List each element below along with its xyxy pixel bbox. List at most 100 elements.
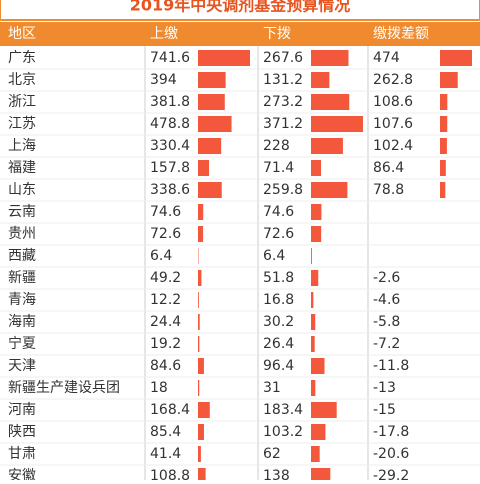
cell-value: 62 bbox=[263, 446, 281, 462]
column-header: 上缴 bbox=[150, 26, 178, 42]
region: 山东 bbox=[8, 182, 36, 198]
data-bar bbox=[198, 182, 222, 198]
cell-value: -2.6 bbox=[373, 270, 400, 286]
region: 甘肃 bbox=[8, 446, 36, 462]
data-bar bbox=[311, 182, 347, 198]
cell-value: 86.4 bbox=[373, 160, 404, 176]
cell-value: 183.4 bbox=[263, 402, 303, 418]
data-bar bbox=[311, 248, 312, 264]
region: 河南 bbox=[8, 402, 36, 418]
cell-value: 71.4 bbox=[263, 160, 294, 176]
cell-value: 741.6 bbox=[150, 50, 190, 66]
cell-value: 371.2 bbox=[263, 116, 303, 132]
data-bar bbox=[440, 72, 458, 88]
cell-value: 26.4 bbox=[263, 336, 294, 352]
cell-value: 273.2 bbox=[263, 94, 303, 110]
data-bar bbox=[440, 116, 447, 132]
data-bar bbox=[311, 358, 325, 374]
cell-value: 12.2 bbox=[150, 292, 181, 308]
cell-value: 394 bbox=[150, 72, 177, 88]
data-bar bbox=[311, 314, 315, 330]
data-bar bbox=[440, 138, 447, 154]
cell-value: 338.6 bbox=[150, 182, 190, 198]
data-bar bbox=[440, 94, 447, 110]
data-bar bbox=[198, 204, 203, 220]
cell-value: 157.8 bbox=[150, 160, 190, 176]
cell-value: -20.6 bbox=[373, 446, 409, 462]
cell-value: 41.4 bbox=[150, 446, 181, 462]
title: 2019年中央调剂基金预算情况 bbox=[130, 0, 351, 15]
cell-value: 19.2 bbox=[150, 336, 181, 352]
data-bar bbox=[311, 72, 329, 88]
cell-value: 74.6 bbox=[150, 204, 181, 220]
cell-value: 24.4 bbox=[150, 314, 181, 330]
data-bar bbox=[440, 182, 445, 198]
region: 广东 bbox=[8, 50, 36, 66]
data-bar bbox=[311, 468, 330, 480]
data-bar bbox=[198, 292, 199, 308]
region: 海南 bbox=[8, 314, 36, 330]
data-bar bbox=[311, 380, 315, 396]
cell-value: 30.2 bbox=[263, 314, 294, 330]
data-bar bbox=[198, 160, 209, 176]
cell-value: 168.4 bbox=[150, 402, 190, 418]
column-header: 地区 bbox=[8, 26, 36, 42]
cell-value: 31 bbox=[263, 380, 281, 396]
cell-value: -7.2 bbox=[373, 336, 400, 352]
cell-value: -11.8 bbox=[373, 358, 409, 374]
region: 宁夏 bbox=[8, 335, 36, 352]
data-bar bbox=[311, 160, 321, 176]
data-bar bbox=[198, 468, 206, 480]
cell-value: 107.6 bbox=[373, 116, 413, 132]
cell-value: -15 bbox=[373, 402, 396, 418]
region: 安徽 bbox=[8, 468, 36, 480]
data-bar bbox=[311, 424, 325, 440]
data-bar bbox=[198, 336, 199, 352]
region: 天津 bbox=[8, 358, 36, 374]
cell-value: 74.6 bbox=[263, 204, 294, 220]
region: 上海 bbox=[8, 138, 36, 154]
data-bar bbox=[198, 424, 204, 440]
data-bar bbox=[198, 72, 226, 88]
cell-value: 49.2 bbox=[150, 270, 181, 286]
data-bar bbox=[198, 226, 203, 242]
cell-value: 6.4 bbox=[150, 248, 172, 264]
cell-value: 478.8 bbox=[150, 116, 190, 132]
data-bar bbox=[198, 94, 225, 110]
cell-value: 330.4 bbox=[150, 138, 190, 154]
cell-value: 259.8 bbox=[263, 182, 303, 198]
data-bar bbox=[440, 160, 446, 176]
cell-value: -4.6 bbox=[373, 292, 400, 308]
data-bar bbox=[311, 402, 337, 418]
region: 福建 bbox=[8, 160, 36, 176]
cell-value: 72.6 bbox=[263, 226, 294, 242]
data-bar bbox=[311, 226, 321, 242]
region: 新疆 bbox=[8, 270, 36, 286]
cell-value: 102.4 bbox=[373, 138, 413, 154]
column-header: 下拨 bbox=[263, 26, 291, 42]
cell-value: 108.6 bbox=[373, 94, 413, 110]
cell-value: 131.2 bbox=[263, 72, 303, 88]
data-bar bbox=[440, 50, 472, 66]
cell-value: -17.8 bbox=[373, 424, 409, 440]
data-bar bbox=[311, 270, 318, 286]
data-bar bbox=[198, 402, 210, 418]
region: 新疆生产建设兵团 bbox=[8, 380, 120, 396]
cell-value: 138 bbox=[263, 468, 290, 480]
region: 青海 bbox=[8, 292, 36, 308]
data-bar bbox=[311, 50, 348, 66]
data-bar bbox=[311, 138, 343, 154]
region: 浙江 bbox=[8, 94, 36, 110]
cell-value: 228 bbox=[263, 138, 290, 154]
data-bar bbox=[198, 380, 199, 396]
data-bar bbox=[198, 138, 221, 154]
cell-value: -13 bbox=[373, 380, 396, 396]
cell-value: 103.2 bbox=[263, 424, 303, 440]
cell-value: 96.4 bbox=[263, 358, 294, 374]
cell-value: 474 bbox=[373, 50, 400, 66]
data-bar bbox=[198, 358, 204, 374]
cell-value: 16.8 bbox=[263, 292, 294, 308]
cell-value: 267.6 bbox=[263, 50, 303, 66]
